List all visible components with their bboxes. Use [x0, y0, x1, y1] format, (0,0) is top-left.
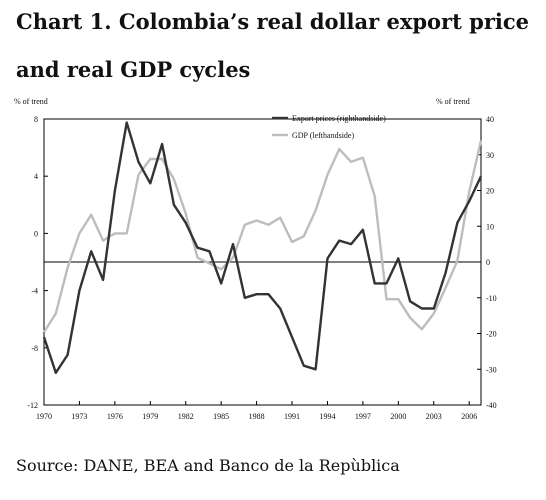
left-axis-tick-label: -12	[27, 401, 38, 410]
left-axis-tick-label: 8	[34, 115, 38, 124]
right-axis-tick-label: -40	[486, 401, 497, 410]
right-axis-tick-label: -20	[486, 330, 497, 339]
chart-title-line-1: Chart 1. Colombia’s real dollar export p…	[16, 9, 530, 34]
x-axis-tick-label: 1988	[249, 412, 265, 421]
right-axis-tick-label: -30	[486, 365, 497, 374]
x-axis-tick-label: 1994	[319, 412, 335, 421]
right-axis-tick-label: 30	[486, 151, 494, 160]
export-prices-line	[42, 121, 483, 374]
x-axis-tick-label: 1982	[178, 412, 194, 421]
right-axis-unit-label: % of trend	[436, 97, 470, 106]
left-axis-tick-label: 4	[34, 172, 38, 181]
source-note: Source: DANE, BEA and Banco de la Repùbl…	[16, 456, 400, 475]
x-axis-tick-label: 1985	[213, 412, 229, 421]
x-axis-tick-label: 2003	[426, 412, 442, 421]
x-axis-tick-label: 1973	[71, 412, 87, 421]
x-axis-tick-label: 1979	[142, 412, 158, 421]
right-axis-tick-label: 40	[486, 115, 494, 124]
x-axis-tick-label: 2006	[461, 412, 477, 421]
right-axis-tick-label: 20	[486, 187, 494, 196]
x-axis-tick-label: 1976	[107, 412, 123, 421]
left-axis-unit-label: % of trend	[14, 97, 48, 106]
right-axis-tick-label: 0	[486, 258, 490, 267]
x-axis-tick-label: 2000	[390, 412, 406, 421]
right-axis-tick-label: -10	[486, 294, 497, 303]
legend-label-gdp: GDP (lefthandside)	[292, 131, 354, 140]
left-axis-tick-label: -8	[31, 344, 38, 353]
chart-title-line-2: and real GDP cycles	[16, 57, 251, 82]
x-axis-tick-label: 1991	[284, 412, 300, 421]
legend-label-export-prices: Export prices (righthandside)	[292, 114, 386, 123]
left-axis-tick-label: -4	[31, 287, 38, 296]
right-axis-tick-label: 10	[486, 222, 494, 231]
gdp-line	[42, 140, 483, 333]
x-axis-tick-label: 1997	[355, 412, 371, 421]
left-axis-tick-label: 0	[34, 229, 38, 238]
chart-area: % of trend% of trend840-4-8-12403020100-…	[14, 97, 497, 421]
x-axis-tick-label: 1970	[36, 412, 52, 421]
